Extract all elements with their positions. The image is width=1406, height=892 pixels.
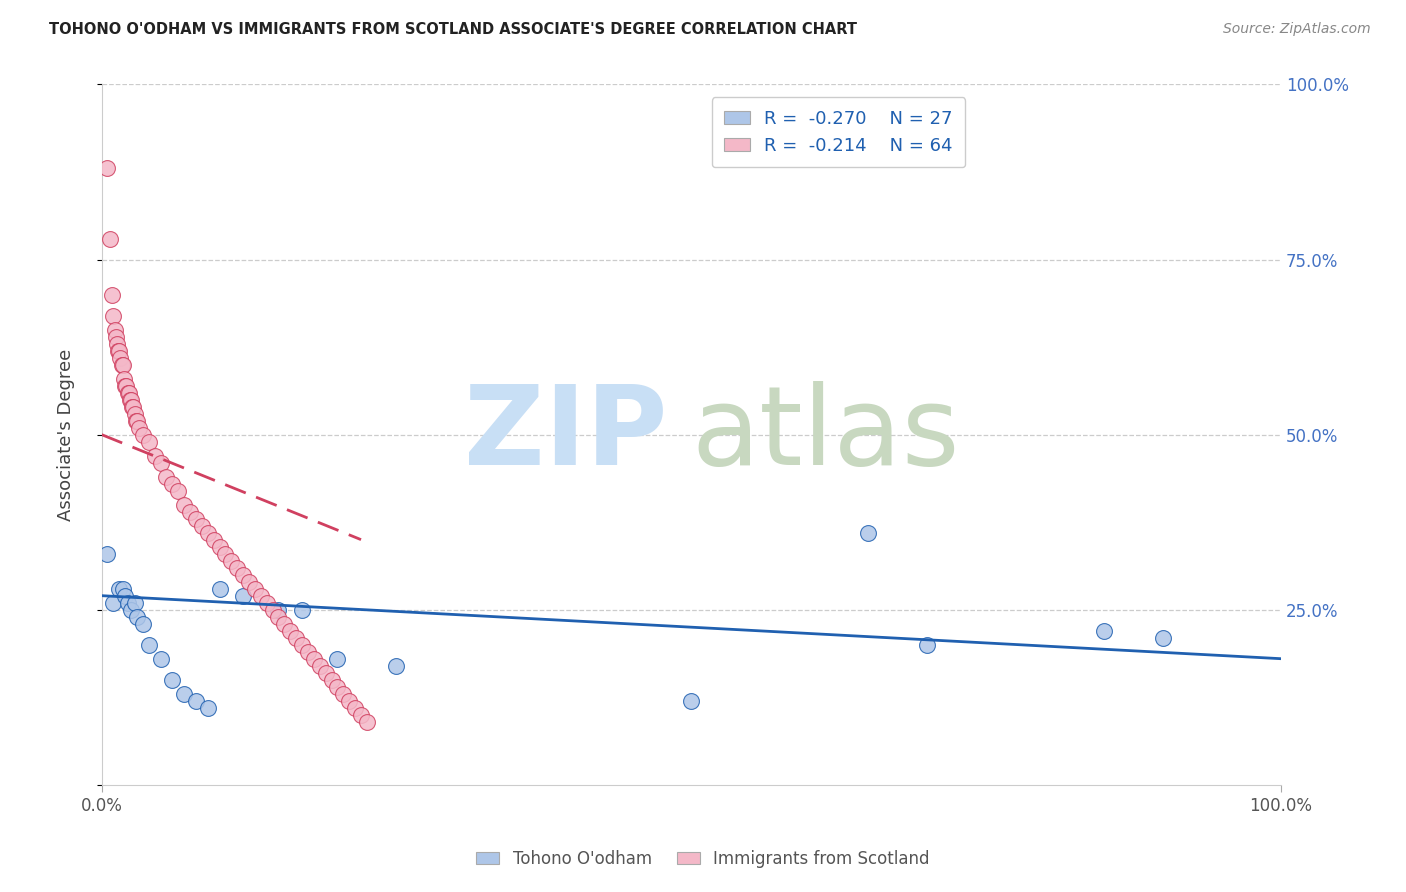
Point [315,665,337,680]
Point [173,687,195,701]
Point [191,518,214,533]
Point [112,371,135,385]
Point [143,449,166,463]
Point [226,560,249,574]
Point [103,322,125,336]
Point [138,638,160,652]
Point [297,645,319,659]
Point [125,609,148,624]
Point [321,673,343,687]
Point [114,378,136,392]
Point [326,651,349,665]
Point [122,400,145,414]
Y-axis label: Associate's Degree: Associate's Degree [58,349,75,521]
Point [98,231,121,245]
Point [96,547,118,561]
Point [121,400,143,414]
Legend: Tohono O'odham, Immigrants from Scotland: Tohono O'odham, Immigrants from Scotland [470,844,936,875]
Text: TOHONO O'ODHAM VS IMMIGRANTS FROM SCOTLAND ASSOCIATE'S DEGREE CORRELATION CHART: TOHONO O'ODHAM VS IMMIGRANTS FROM SCOTLA… [49,22,858,37]
Point [1152,631,1174,645]
Point [278,624,301,638]
Point [249,589,271,603]
Point [356,714,378,729]
Point [291,602,314,616]
Point [856,525,879,540]
Point [114,589,136,603]
Point [111,582,134,596]
Text: atlas: atlas [692,381,960,488]
Point [267,602,290,616]
Text: ZIP: ZIP [464,381,668,488]
Point [96,161,118,176]
Point [173,498,195,512]
Point [285,631,308,645]
Point [118,392,141,407]
Point [124,407,146,421]
Point [256,596,278,610]
Point [149,456,172,470]
Point [337,694,360,708]
Point [232,589,254,603]
Point [208,582,231,596]
Point [103,309,125,323]
Point [124,596,146,610]
Point [155,469,177,483]
Point [681,694,703,708]
Point [197,525,219,540]
Point [267,609,290,624]
Point [101,287,124,301]
Point [111,358,134,372]
Point [162,673,184,687]
Legend: R =  -0.270    N = 27, R =  -0.214    N = 64: R = -0.270 N = 27, R = -0.214 N = 64 [711,97,966,168]
Point [110,358,132,372]
Point [332,687,354,701]
Point [350,707,373,722]
Point [262,602,284,616]
Point [105,336,128,351]
Point [162,476,184,491]
Point [103,596,125,610]
Point [214,547,236,561]
Point [179,505,201,519]
Point [232,567,254,582]
Point [197,700,219,714]
Point [125,414,148,428]
Point [238,574,260,589]
Point [167,483,190,498]
Point [385,658,408,673]
Point [117,596,139,610]
Point [120,602,142,616]
Point [128,420,150,434]
Text: Source: ZipAtlas.com: Source: ZipAtlas.com [1223,22,1371,37]
Point [120,392,142,407]
Point [117,385,139,400]
Point [125,414,148,428]
Point [104,329,127,343]
Point [107,343,129,358]
Point [326,680,349,694]
Point [273,616,295,631]
Point [115,378,138,392]
Point [221,554,243,568]
Point [184,694,207,708]
Point [149,651,172,665]
Point [243,582,266,596]
Point [184,511,207,525]
Point [138,434,160,449]
Point [108,582,131,596]
Point [291,638,314,652]
Point [108,343,131,358]
Point [132,427,155,442]
Point [302,651,325,665]
Point [344,700,367,714]
Point [110,351,132,365]
Point [308,658,330,673]
Point [118,385,141,400]
Point [132,616,155,631]
Point [208,540,231,554]
Point [915,638,938,652]
Point [202,533,225,547]
Point [1092,624,1115,638]
